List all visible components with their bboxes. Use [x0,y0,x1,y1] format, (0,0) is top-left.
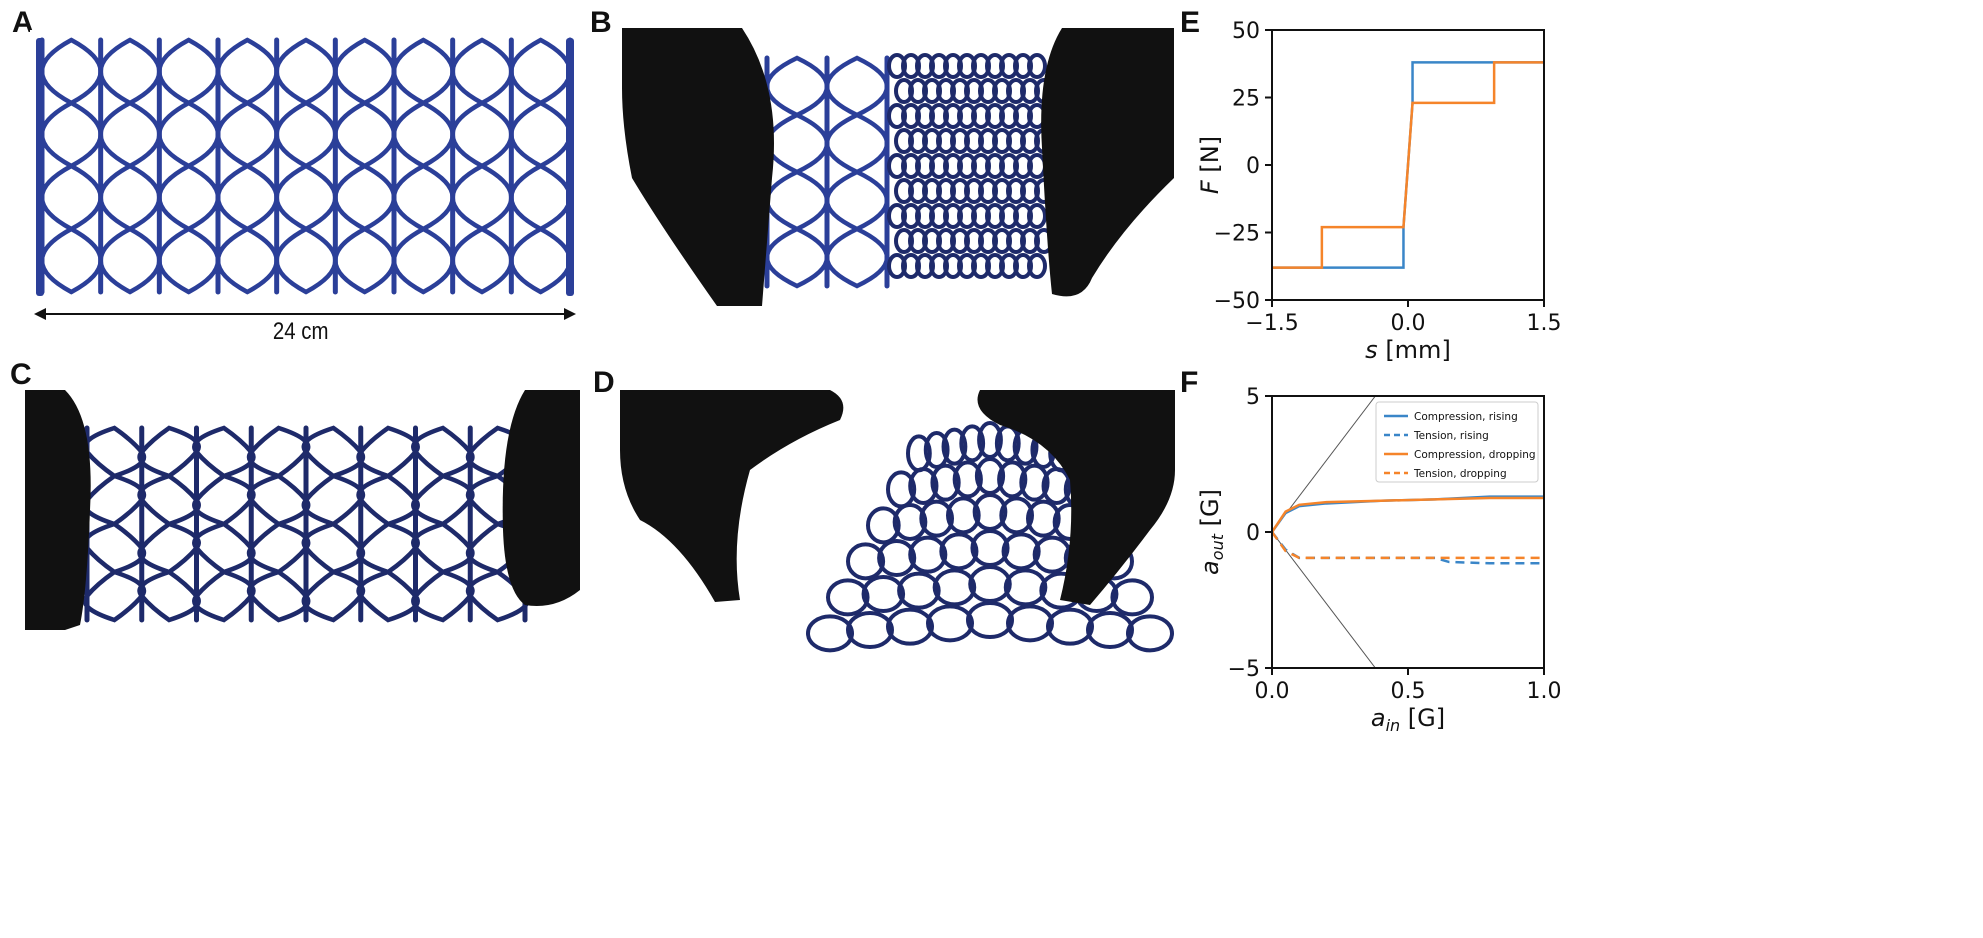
y-tick-label: 50 [1232,19,1260,44]
guide-line [1272,531,1376,668]
x-axis-label: s [mm] [1365,336,1451,364]
lattice-flat-image [36,37,574,296]
x-tick-label: 1.0 [1527,679,1562,704]
force-displacement-chart: −1.5 0.0 1.5 50 25 0 −25 −50 s [mm] F [N] [1196,19,1562,364]
scale-bar [34,308,576,320]
photo-lattice-bent [620,390,1175,662]
lattice-stretched-image [25,390,580,630]
glove-left [620,390,844,602]
lattice-mesh [39,37,573,295]
series-line-3 [1272,496,1544,533]
glove-left [25,390,91,630]
x-axis-label: ain [G] [1371,704,1445,735]
y-axis-label: F [N] [1196,136,1224,194]
x-tick-label: 0.0 [1391,311,1426,336]
panel-letter-e: E [1180,6,1201,39]
panel-letter-a: A [12,6,34,39]
y-tick-label: 0 [1246,521,1260,546]
glove-left [622,28,774,306]
y-tick-label: 25 [1232,87,1260,112]
lattice-compressed-image [622,28,1174,306]
y-tick-label: −50 [1214,289,1260,314]
glove-right [1041,28,1174,297]
y-tick-label: 0 [1246,154,1260,179]
x-tick-label: 0.5 [1391,679,1426,704]
panel-letter-f: F [1180,366,1199,399]
series-line-1 [1272,495,1544,533]
x-tick-label: −1.5 [1245,311,1298,336]
legend: Compression, rising Tension, rising Compre… [1375,401,1539,483]
legend-label: Tension, dropping [1413,468,1507,480]
photo-lattice-flat [30,30,580,305]
x-tick-label: 0.0 [1255,679,1290,704]
scale-bar-label: 24 cm [272,318,329,345]
series-line-2 [1272,531,1544,565]
glove-right [502,390,580,606]
photo-lattice-compressed [622,28,1174,306]
lattice-mesh-open [764,55,890,289]
panel-letter-d: D [593,366,615,399]
series-line-4 [1272,531,1544,560]
y-tick-label: −25 [1214,222,1260,247]
lattice-mesh-stretched [82,425,530,623]
panel-letter-c: C [10,358,32,391]
y-tick-label: 5 [1246,385,1260,410]
legend-label: Tension, rising [1413,430,1489,442]
glove-right [977,390,1175,605]
legend-label: Compression, rising [1414,411,1518,423]
lattice-bent-image [620,390,1175,653]
legend-label: Compression, dropping [1414,449,1536,461]
panel-letter-b: B [590,6,612,39]
lattice-mesh-buckled [887,53,1054,279]
y-axis-label: aout [G] [1196,489,1227,575]
acceleration-chart: 0.0 0.5 1.0 5 0 −5 ain [G] aout [G] Compression,… [1196,385,1562,735]
photo-lattice-stretched [25,390,580,630]
y-tick-label: −5 [1228,657,1260,682]
series-line-2 [1272,61,1544,269]
x-tick-label: 1.5 [1527,311,1562,336]
